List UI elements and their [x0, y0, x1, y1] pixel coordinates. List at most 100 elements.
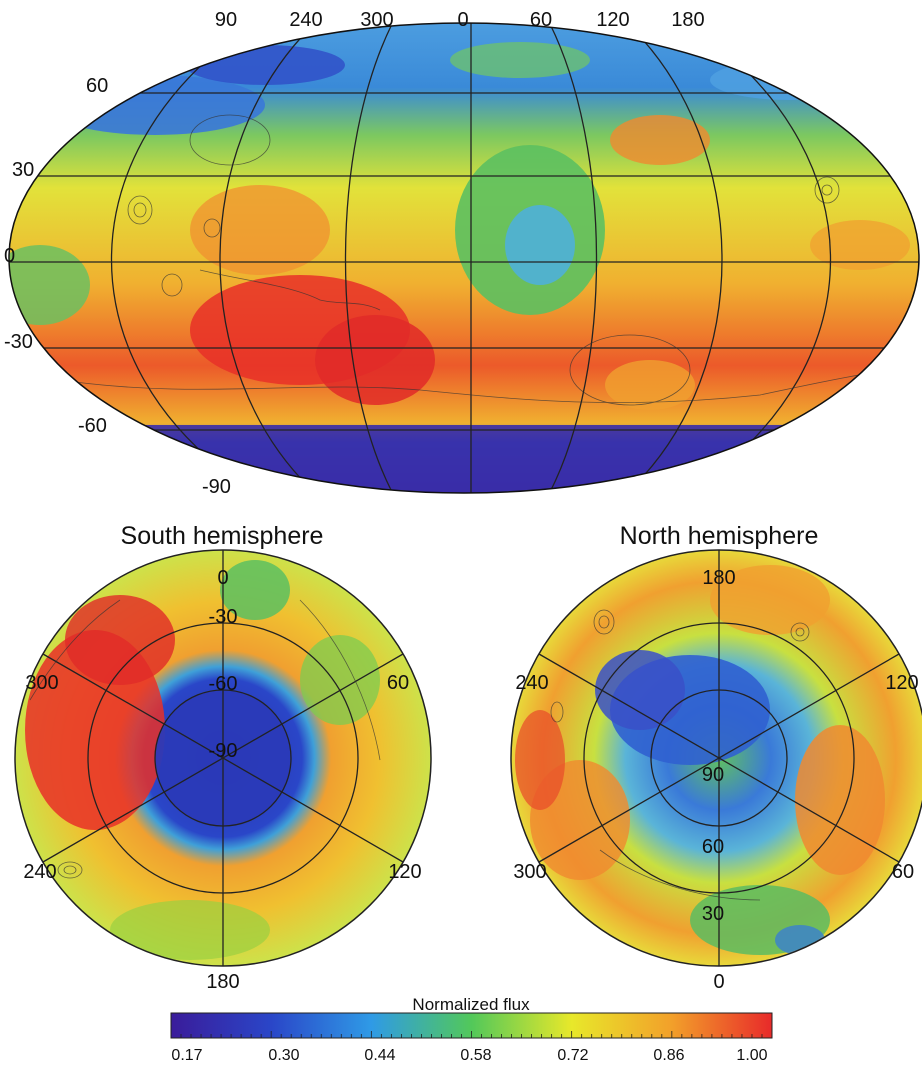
southern-red-region-2 [315, 315, 435, 405]
north-lon-label: 180 [702, 567, 735, 589]
global-lon-label: 0 [457, 9, 468, 31]
north-polar-map [510, 549, 922, 967]
contour-arsia [203, 218, 221, 238]
colorbar-tick-marks [170, 1031, 773, 1038]
global-lat-label: -90 [202, 476, 231, 498]
global-lat-label: -60 [78, 415, 107, 437]
meridian-180-west [111, 35, 237, 481]
contour-hellas [569, 334, 691, 406]
meridian-180-east [705, 35, 831, 481]
contour-north-1 [189, 114, 271, 166]
global-longitude-labels: 90 240 300 0 60 120 180 [215, 9, 705, 31]
global-lat-label: 60 [86, 75, 108, 97]
north-blue-region-2 [595, 650, 685, 730]
topographic-contours [59, 114, 901, 406]
contour-olympus-1 [127, 195, 153, 225]
north-lat-label: 30 [702, 903, 724, 925]
north-blue-patch-west2 [185, 45, 345, 85]
global-map-border [8, 22, 920, 494]
south-lat-label: -30 [209, 606, 238, 628]
global-lat-label: 0 [4, 245, 15, 267]
north-lat-label: 60 [702, 836, 724, 858]
contour-olympus-2 [133, 202, 147, 218]
north-blue-patch-west [45, 75, 265, 135]
global-lat-label: 30 [12, 159, 34, 181]
south-lon-label: 180 [206, 971, 239, 993]
south-lon-label: 300 [25, 672, 58, 694]
colorbar-labels: 0.17 0.30 0.44 0.58 0.72 0.86 1.00 [171, 1047, 767, 1064]
south-lat-label: -90 [209, 740, 238, 762]
north-orange-region-east [795, 725, 885, 875]
south-contour-4 [299, 599, 381, 761]
meridian-120 [631, 27, 723, 489]
meridian-240 [219, 27, 311, 489]
global-lat-label: -30 [4, 331, 33, 353]
global-lon-label: 60 [530, 9, 552, 31]
north-lon-label: 300 [513, 861, 546, 883]
south-contours [29, 599, 381, 879]
contour-valles [199, 269, 381, 311]
global-latitude-labels: 60 30 0 -30 -60 -90 [4, 75, 231, 498]
global-grid [9, 23, 919, 493]
north-contour-olympus-inner [598, 615, 610, 629]
south-latitude-labels: -30 -60 -90 [209, 606, 238, 762]
north-polar-grid [510, 549, 922, 967]
north-contour-olympus [593, 609, 615, 635]
global-lon-label: 300 [360, 9, 393, 31]
north-contours [550, 609, 810, 901]
south-meridian-240-60 [42, 653, 404, 863]
south-contour-1 [57, 861, 83, 879]
colorbar-tick-label: 0.44 [364, 1047, 395, 1064]
colorbar-tick-label: 0.58 [460, 1047, 491, 1064]
global-lon-label: 240 [289, 9, 322, 31]
south-polar-grid [14, 549, 432, 967]
north-lat-label: 90 [702, 764, 724, 786]
north-contour-elysium [790, 622, 810, 642]
north-lon-label: 120 [885, 672, 918, 694]
northeast-orange-region [610, 115, 710, 165]
north-red-region-west [515, 710, 565, 810]
north-green-patch [450, 42, 590, 78]
north-lon-label: 60 [892, 861, 914, 883]
global-map [8, 22, 920, 494]
contour-elysium [814, 176, 840, 204]
north-meridian-300-120 [538, 653, 900, 863]
south-contour-3 [29, 599, 121, 701]
colorbar-tick-label: 0.30 [268, 1047, 299, 1064]
meridian-300 [344, 23, 393, 493]
south-green-region [220, 560, 290, 620]
meridian-60 [549, 23, 598, 493]
colorbar-tick-label: 0.72 [557, 1047, 588, 1064]
south-lon-label: 120 [388, 861, 421, 883]
global-lon-label: 180 [671, 9, 704, 31]
south-panel-title: South hemisphere [121, 522, 324, 550]
colorbar-tick-label: 0.86 [653, 1047, 684, 1064]
colorbar-tick-label: 0.17 [171, 1047, 202, 1064]
north-lon-label: 0 [713, 971, 724, 993]
north-latitude-labels: 30 60 90 [702, 764, 724, 925]
south-lon-label: 60 [387, 672, 409, 694]
south-lon-label: 0 [217, 567, 228, 589]
southeast-orange-region [605, 360, 695, 410]
global-map-fill [9, 23, 919, 493]
north-panel-title: North hemisphere [620, 522, 819, 550]
south-red-region-2 [65, 595, 175, 685]
south-contour-2 [63, 865, 77, 875]
south-polar-band [9, 425, 919, 493]
north-orange-region-top [710, 565, 830, 635]
south-lat-label: -60 [209, 673, 238, 695]
south-polar-map [14, 549, 432, 967]
north-contour-elysium-inner [795, 627, 805, 637]
north-blue-spot-bottom [775, 925, 825, 955]
north-contour-1 [599, 849, 761, 901]
colorbar-tick-label: 1.00 [736, 1047, 767, 1064]
east-orange-region [810, 220, 910, 270]
contour-south-dichotomy [59, 369, 901, 404]
contour-elysium-inner [821, 184, 833, 196]
south-longitude-labels: 0 60 120 180 240 300 [23, 567, 421, 993]
south-lon-label: 240 [23, 861, 56, 883]
colorbar-title: Normalized flux [412, 995, 530, 1014]
south-green-region-3 [110, 900, 270, 960]
north-longitude-labels: 180 120 60 0 300 240 [513, 567, 918, 993]
north-lon-label: 240 [515, 672, 548, 694]
